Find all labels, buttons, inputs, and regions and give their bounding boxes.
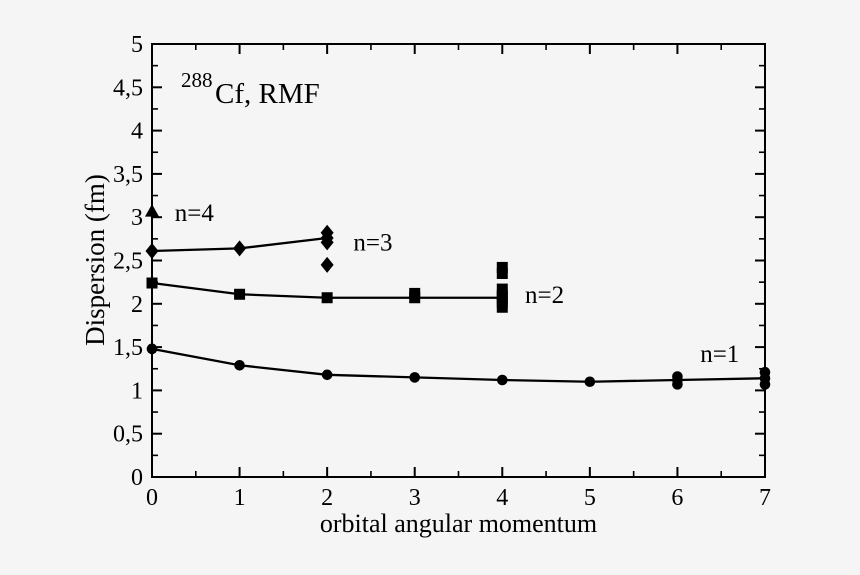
diamond-marker	[233, 240, 247, 257]
square-marker	[496, 267, 508, 279]
square-marker	[321, 292, 333, 304]
square-marker	[496, 283, 508, 295]
series-label-n-4: n=4	[175, 200, 215, 227]
diamond-marker	[145, 242, 159, 259]
y-tick-label: 1	[131, 378, 143, 404]
chart-title: 288 Cf, RMF	[181, 68, 320, 110]
series-annotations: n=4 n=3 n=2 n=1	[175, 200, 740, 368]
circle-marker	[321, 369, 333, 381]
triangle-marker	[145, 204, 159, 217]
x-axis-title: orbital angular momentum	[320, 509, 597, 538]
x-tick-labels: 0 1 2 3 4 5 6 7	[146, 485, 771, 511]
square-marker	[146, 277, 158, 289]
diamond-marker	[320, 256, 334, 273]
series-label-n-2: n=2	[525, 282, 564, 309]
x-tick-label: 5	[584, 485, 596, 511]
series-label-n-3: n=3	[353, 229, 392, 256]
y-tick-label: 3,5	[113, 162, 143, 188]
y-tick-label: 3	[131, 205, 143, 231]
x-tick-label: 6	[671, 485, 683, 511]
square-marker	[234, 288, 246, 300]
y-tick-label: 4,5	[113, 75, 143, 101]
diamond-marker	[320, 224, 334, 241]
x-tick-label: 1	[234, 485, 246, 511]
x-tick-label: 0	[146, 485, 158, 511]
circle-marker	[146, 343, 158, 355]
x-tick-label: 7	[759, 485, 771, 511]
circle-marker	[759, 366, 771, 378]
y-tick-label: 5	[131, 32, 143, 58]
x-tick-label: 4	[496, 485, 508, 511]
series-n-3	[145, 224, 334, 273]
y-tick-label: 4	[131, 119, 143, 145]
circle-marker	[759, 379, 771, 390]
diamond-marker	[320, 234, 334, 251]
series-n-1	[146, 343, 771, 390]
circle-marker	[496, 374, 508, 386]
axis-titles: orbital angular momentum Dispersion (fm)	[80, 174, 597, 538]
circle-marker	[672, 379, 683, 390]
y-tick-label: 0,5	[113, 422, 143, 448]
x-tick-label: 2	[321, 485, 333, 511]
y-tick-label: 1,5	[113, 335, 143, 361]
title-main: Cf, RMF	[215, 78, 320, 110]
title-superscript: 288	[181, 68, 213, 92]
square-marker	[496, 261, 508, 273]
circle-marker	[584, 376, 596, 388]
square-marker	[409, 287, 421, 299]
y-tick-labels: 0 0,5 1 1,5 2 2,5 3 3,5 4 4,5 5	[113, 32, 143, 491]
circle-marker	[409, 372, 421, 383]
circle-marker	[672, 371, 683, 382]
circle-marker	[234, 359, 245, 371]
series-label-n-1: n=1	[700, 341, 739, 368]
y-tick-label: 0	[131, 465, 143, 491]
square-marker	[496, 289, 508, 301]
y-tick-label: 2,5	[113, 249, 143, 275]
square-marker	[496, 301, 508, 313]
series-n-2	[146, 261, 508, 313]
y-tick-label: 2	[131, 292, 143, 318]
series-n-4	[145, 204, 159, 217]
y-axis-title: Dispersion (fm)	[80, 174, 110, 346]
x-tick-label: 3	[409, 485, 421, 511]
